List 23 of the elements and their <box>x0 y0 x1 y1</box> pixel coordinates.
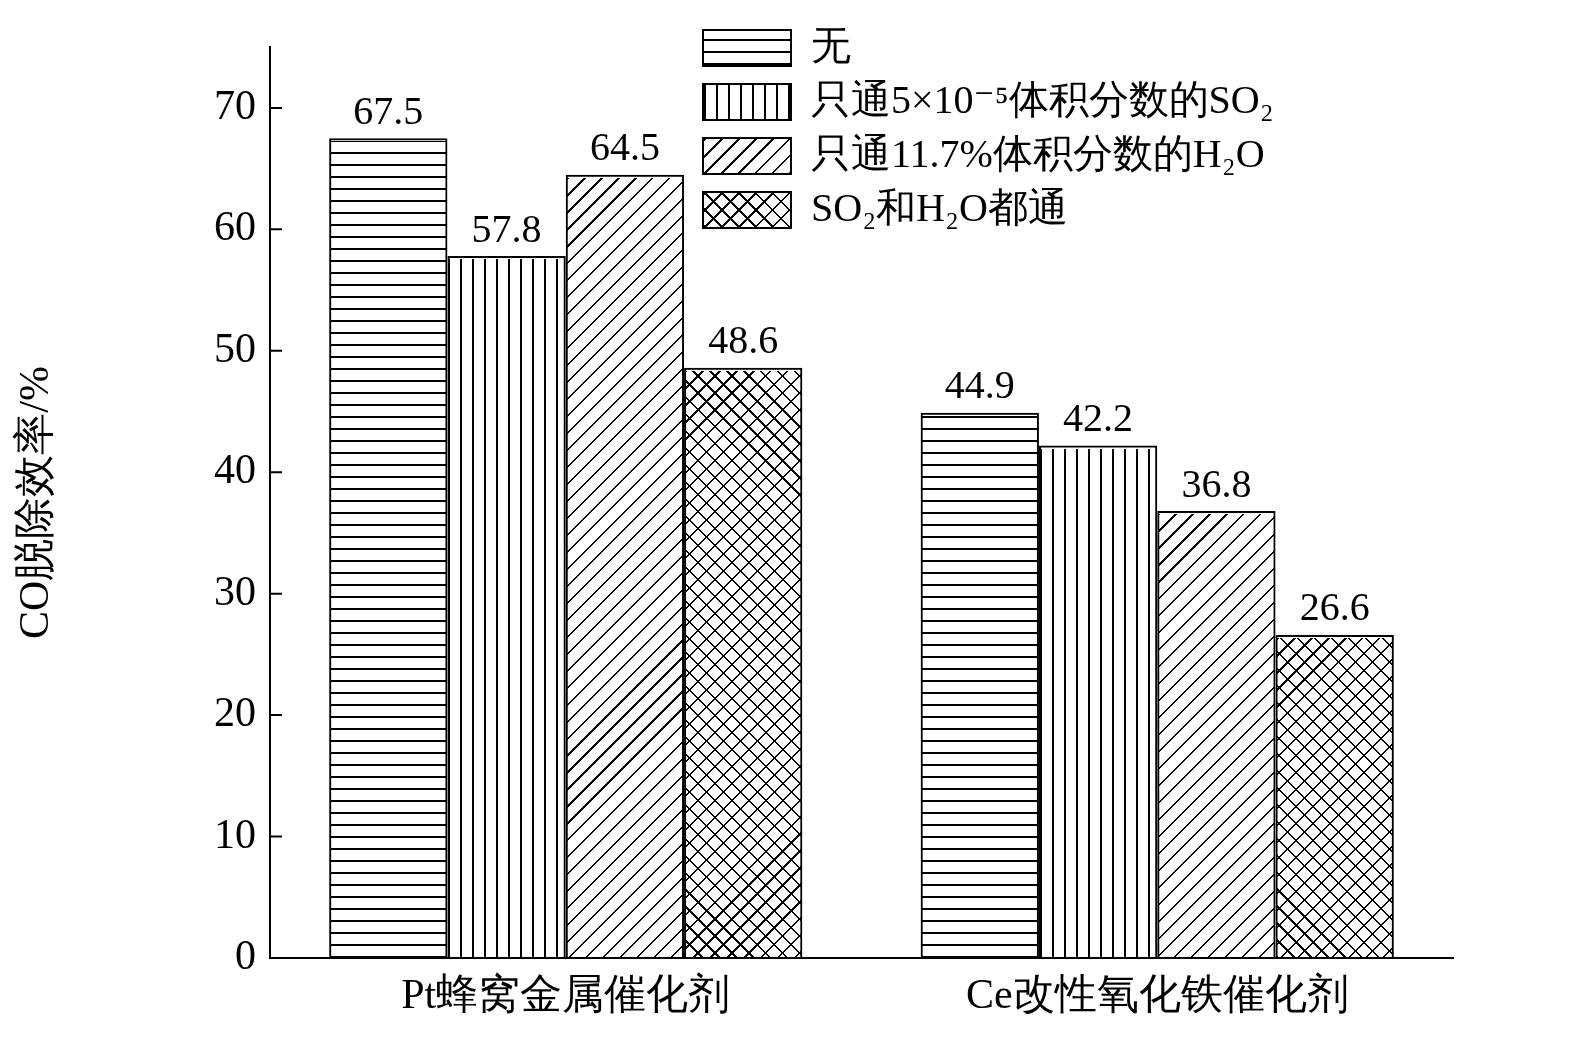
y-tick-label: 30 <box>214 567 256 614</box>
data-label: 57.8 <box>471 205 542 251</box>
x-tick-label: Ce改性氧化铁催化剂 <box>965 971 1349 1018</box>
y-tick-label: 40 <box>214 446 256 493</box>
data-label: 64.5 <box>589 124 660 170</box>
legend-label: SO₂和H₂O都通 <box>811 184 1068 230</box>
data-label: 36.8 <box>1181 460 1252 506</box>
legend-label: 无 <box>811 22 851 68</box>
y-tick-label: 0 <box>235 932 256 979</box>
x-tick-label: Pt蜂窝金属催化剂 <box>401 971 731 1018</box>
y-tick-label: 60 <box>214 203 256 250</box>
legend-label: 只通5×10⁻⁵体积分数的SO₂ <box>811 76 1274 122</box>
legend-label: 只通11.7%体积分数的H₂O <box>811 130 1265 176</box>
y-axis-title: CO脱除效率/% <box>11 366 58 640</box>
data-label: 44.9 <box>944 362 1015 408</box>
y-tick-label: 70 <box>214 81 256 128</box>
data-label: 42.2 <box>1063 395 1134 441</box>
y-tick-label: 10 <box>214 810 256 857</box>
y-tick-label: 20 <box>214 689 256 736</box>
data-label: 67.5 <box>353 87 424 133</box>
data-label: 26.6 <box>1299 584 1370 630</box>
y-tick-label: 50 <box>214 324 256 371</box>
data-label: 48.6 <box>708 317 779 363</box>
